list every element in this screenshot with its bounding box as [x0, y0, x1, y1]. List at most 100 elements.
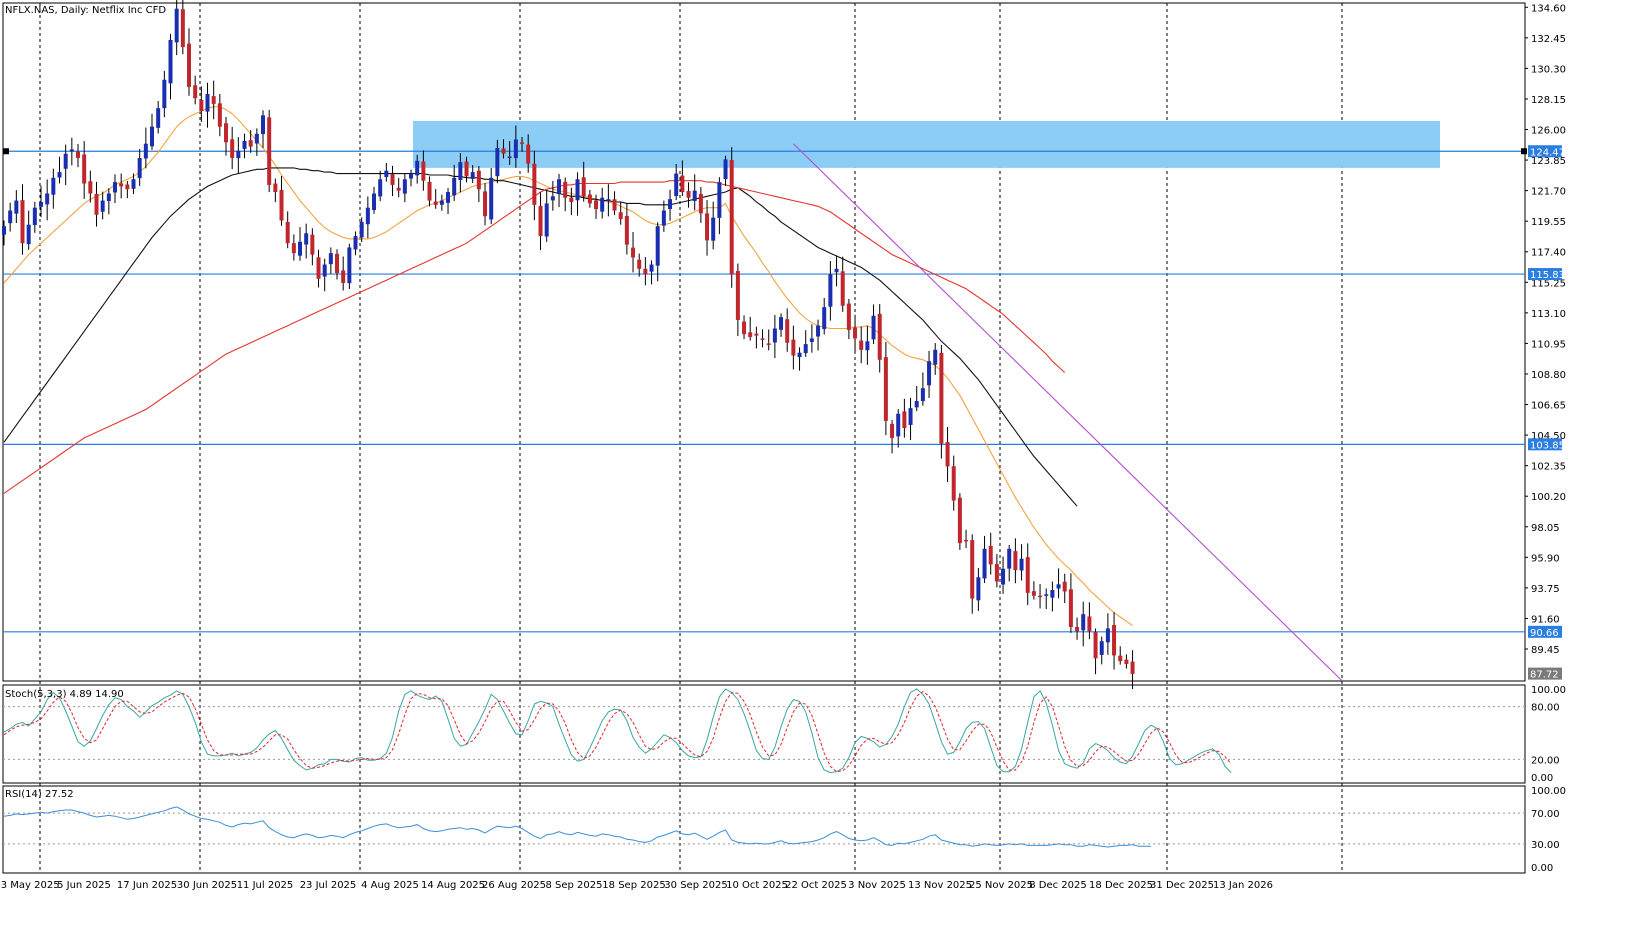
candle-body [507, 156, 512, 159]
price-tick-label: 132.45 [1531, 34, 1566, 45]
price-level-text: 115.83 [1530, 270, 1565, 281]
candle-body [834, 268, 839, 273]
moving-average-line [3, 167, 1078, 507]
candle-body [322, 264, 327, 277]
candle-body [680, 175, 685, 193]
candle-body [433, 201, 438, 205]
indicator-tick-label: 20.00 [1531, 755, 1560, 766]
candle-body [600, 197, 605, 212]
price-tick-label: 113.10 [1531, 309, 1566, 320]
candle-body [113, 182, 118, 193]
candle-body [45, 193, 50, 205]
current-price-text: 87.72 [1530, 670, 1559, 681]
indicator-series-line [3, 806, 1152, 848]
candle-body [143, 143, 148, 159]
candle-body [1007, 548, 1012, 569]
candle-body [661, 210, 666, 226]
price-tick-label: 106.65 [1531, 401, 1566, 412]
candle-body [372, 193, 377, 211]
candle-body [612, 199, 617, 211]
pane-frame [2, 2, 1526, 682]
candle-body [902, 411, 907, 428]
candle-body [735, 270, 740, 320]
candle-body [341, 270, 346, 284]
candle-body [606, 199, 611, 201]
candle-body [199, 99, 204, 112]
candle-body [569, 197, 574, 202]
candle-body [8, 210, 13, 224]
trendline [792, 143, 1343, 682]
price-tick-label: 121.70 [1531, 187, 1566, 198]
date-tick-label: 13 Nov 2025 [908, 880, 972, 891]
candle-body [1025, 557, 1030, 593]
candle-body [717, 182, 722, 218]
candle-body [310, 234, 315, 255]
candle-body [446, 192, 451, 203]
rsi-title: RSI(14) 27.52 [5, 789, 74, 800]
candle-body [452, 177, 457, 196]
candle-body [883, 357, 888, 421]
candle-body [933, 349, 938, 365]
price-axis[interactable]: 134.60 132.45 130.30 128.15 126.00 123.85 121.… [1525, 3, 1566, 656]
candle-body [1050, 590, 1055, 598]
date-tick-label: 11 Jul 2025 [237, 880, 294, 891]
candle-body [655, 226, 660, 266]
price-tick-label: 89.45 [1531, 645, 1560, 656]
candle-body [39, 201, 44, 207]
candle-body [945, 442, 950, 467]
candle-body [156, 108, 161, 128]
candle-body [994, 564, 999, 582]
candle-body [359, 221, 364, 238]
date-tick-label: 23 Jul 2025 [300, 880, 357, 891]
candle-body [242, 140, 247, 149]
candle-body [797, 352, 802, 358]
indicator-series-line [3, 690, 1232, 773]
candle-body [754, 333, 759, 336]
candle-body [427, 181, 432, 201]
candle-body [1087, 616, 1092, 632]
horizontal-levels [3, 148, 1527, 633]
candle-body [748, 332, 753, 338]
candle-body [150, 126, 155, 147]
candle-body [1062, 581, 1067, 592]
date-tick-label: 10 Oct 2025 [726, 880, 788, 891]
candle-body [865, 341, 870, 351]
candle-body [587, 194, 592, 204]
candle-body [76, 151, 81, 158]
level-handle [1521, 148, 1527, 155]
candle-body [1112, 625, 1117, 656]
price-tick-label: 128.15 [1531, 95, 1566, 106]
candle-body [526, 144, 531, 164]
candle-body [846, 303, 851, 330]
candle-body [853, 327, 858, 339]
candle-body [618, 212, 623, 220]
candle-body [396, 187, 401, 191]
candle-body [557, 179, 562, 195]
price-tick-label: 115.25 [1531, 278, 1566, 289]
date-tick-label: 30 Jun 2025 [177, 880, 237, 891]
candle-body [877, 313, 882, 360]
candle-body [1013, 551, 1018, 571]
current-price-tag [1528, 667, 1562, 680]
price-level-tag [1528, 438, 1562, 451]
candle-body [686, 191, 691, 198]
candle-body [261, 115, 266, 135]
candle-body [2, 226, 6, 235]
candle-body [951, 466, 956, 501]
candle-body [458, 162, 463, 181]
candle-body [501, 148, 506, 154]
indicator-tick-label: 100.00 [1531, 685, 1566, 696]
candle-body [785, 319, 790, 343]
candle-body [532, 163, 537, 205]
candle-body [82, 154, 87, 184]
candle-body [544, 203, 549, 237]
candle-body [723, 159, 728, 180]
candle-body [353, 236, 358, 250]
candle-body [100, 200, 105, 212]
candle-body [772, 328, 777, 343]
price-tick-label: 119.55 [1531, 217, 1566, 228]
indicator-tick-label: 70.00 [1531, 809, 1560, 820]
candle-body [890, 423, 895, 438]
candle-body [1031, 591, 1036, 596]
